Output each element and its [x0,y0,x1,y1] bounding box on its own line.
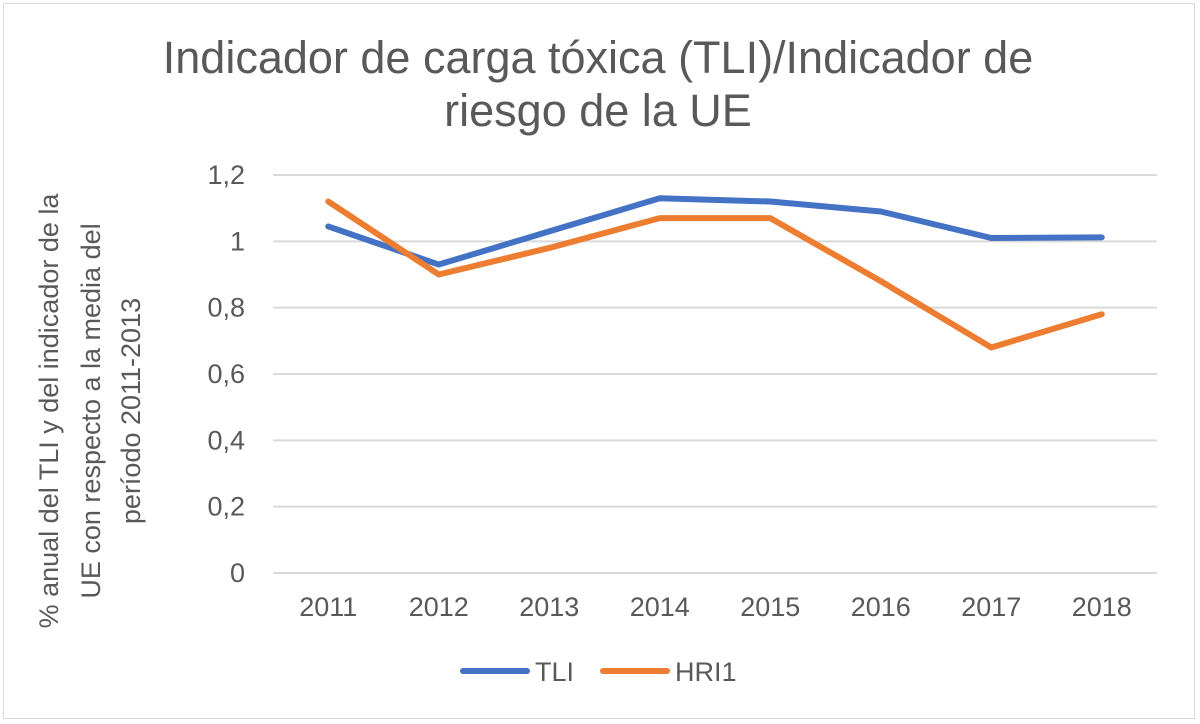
y-tick-label: 0,2 [207,492,245,522]
y-tick-label: 0,6 [207,359,245,389]
x-tick-label: 2018 [1072,592,1132,622]
gridlines [273,174,1157,574]
y-tick-label: 1 [230,226,245,256]
y-axis-label-line-3: período 2011-2013 [116,298,146,524]
x-tick-label: 2012 [409,592,469,622]
chart-frame [3,3,1195,719]
series-lines [325,195,1105,351]
chart-title-line-1: Indicador de carga tóxica (TLI)/Indicado… [163,32,1033,83]
y-tick-label: 0,8 [207,293,245,323]
y-axis-label-line-2: UE con respecto a la media del [76,223,106,598]
x-tick-labels: 2011 2012 2013 2014 2015 2016 2017 2018 [299,592,1132,622]
x-tick-label: 2014 [630,592,690,622]
x-tick-label: 2016 [851,592,911,622]
y-tick-label: 0 [230,558,245,588]
legend-label-hri1: HRI1 [675,657,737,687]
x-tick-label: 2013 [519,592,579,622]
y-axis-label-line-1: % anual del TLI y del indicador de la [34,193,64,629]
series-line-tli [325,195,1105,268]
y-tick-label: 1,2 [207,160,245,190]
x-tick-label: 2011 [299,592,357,622]
y-tick-labels: 0 0,2 0,4 0,6 0,8 1 1,2 [207,160,245,588]
chart-title-line-2: riesgo de la UE [444,85,752,136]
legend: TLI HRI1 [460,657,737,687]
x-tick-label: 2017 [961,592,1021,622]
series-line-hri1 [325,198,1105,351]
x-tick-label: 2015 [740,592,800,622]
y-tick-label: 0,4 [207,425,245,455]
legend-label-tli: TLI [535,657,574,687]
